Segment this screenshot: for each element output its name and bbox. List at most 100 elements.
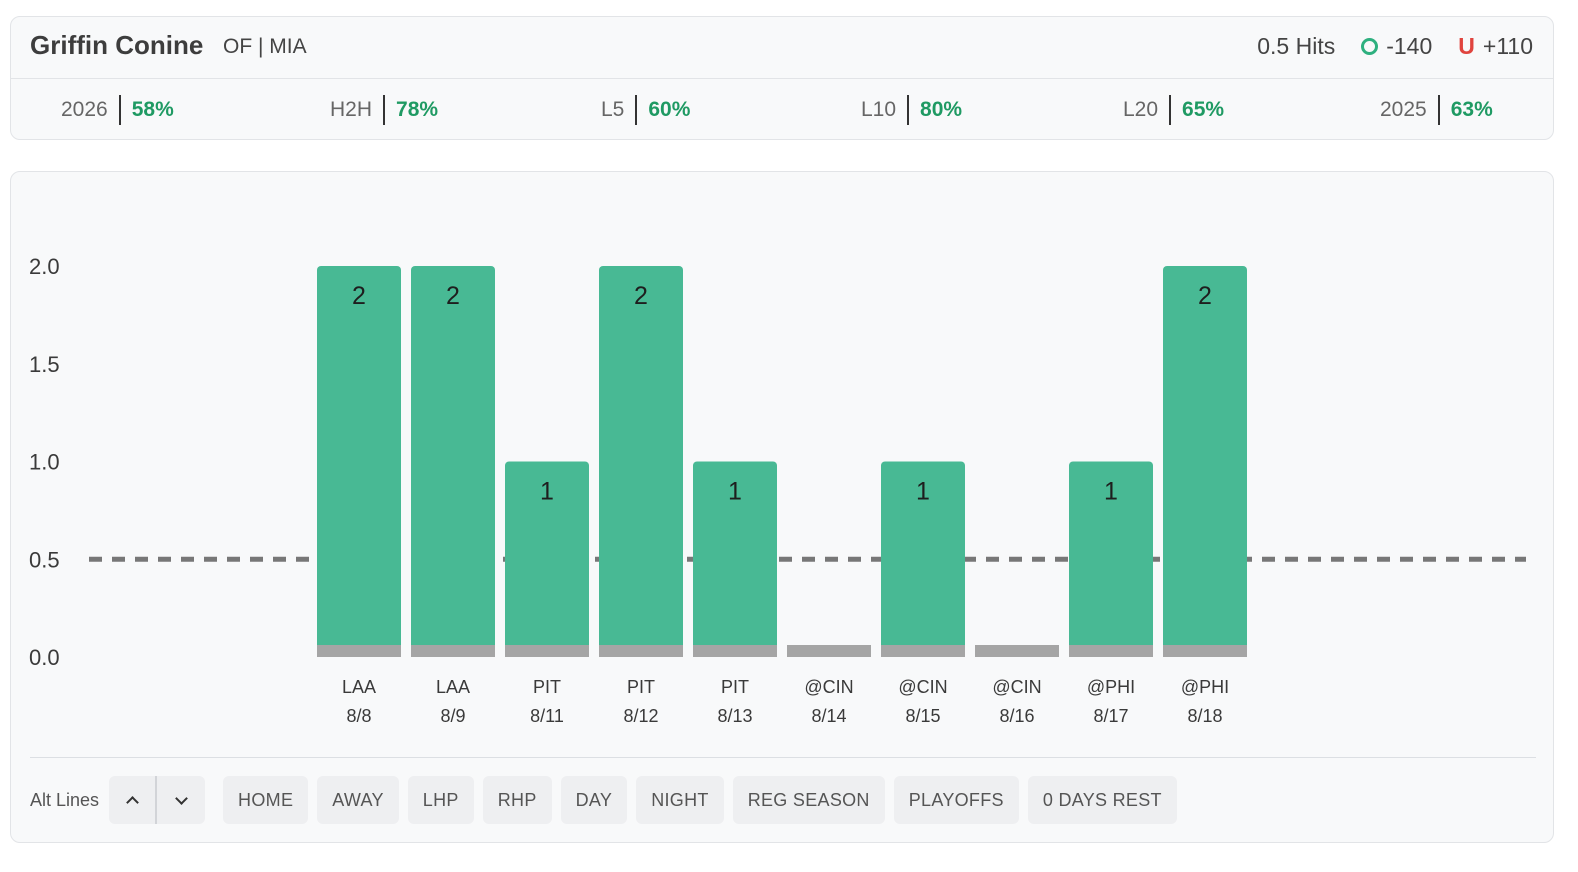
stat-2026[interactable]: 2026 58%: [61, 95, 174, 125]
hit-rate-stats: 2026 58% H2H 78% L5 60% L10 80% L20 65% …: [11, 79, 1553, 139]
stat-l5[interactable]: L5 60%: [601, 95, 690, 125]
bar-value-label: 2: [446, 282, 460, 310]
under-odds[interactable]: U +110: [1458, 33, 1533, 60]
bar-base: [411, 645, 495, 657]
under-u-icon: U: [1458, 33, 1475, 59]
stat-label: 2026: [61, 98, 108, 121]
stat-divider: [118, 95, 121, 125]
stat-divider: [1169, 95, 1172, 125]
prop-line: 0.5 Hits: [1257, 33, 1336, 59]
x-tick-opponent: PIT: [533, 677, 561, 697]
player-name[interactable]: Griffin Conine: [30, 30, 204, 60]
bar-base: [317, 645, 401, 657]
filter-reg-season-button[interactable]: REG SEASON: [732, 776, 885, 824]
bar-value-label: 1: [916, 478, 930, 506]
bar: [881, 461, 965, 657]
stat-l20[interactable]: L20 65%: [1123, 95, 1224, 125]
filter-toolbar: Alt Lines HOME AWAY LHP RHP DAY NIGHT RE…: [30, 776, 1186, 824]
stat-value: 58%: [131, 98, 174, 121]
bar: [693, 461, 777, 657]
bar-base: [975, 645, 1059, 657]
y-tick-label: 1.5: [29, 352, 60, 377]
stat-h2h[interactable]: H2H 78%: [330, 95, 438, 125]
alt-lines-label: Alt Lines: [30, 789, 100, 810]
game-log-bar-chart: 0.0 0.5 1.0 1.5 2.0 2 LAA 8/8 2 LAA 8/9 1 PIT 8/11 2 PI…: [29, 254, 1526, 726]
alt-lines-stepper: [109, 776, 206, 824]
x-tick-date: 8/16: [999, 706, 1034, 726]
x-tick-opponent: @PHI: [1087, 677, 1135, 697]
stat-l10[interactable]: L10 80%: [861, 95, 962, 125]
filter-playoffs-button[interactable]: PLAYOFFS: [893, 776, 1019, 824]
stat-value: 63%: [1450, 98, 1493, 121]
y-tick-label: 0.5: [29, 547, 60, 572]
bar: [411, 266, 495, 657]
bar-base: [787, 645, 871, 657]
x-tick-date: 8/11: [530, 706, 564, 726]
x-tick-opponent: @PHI: [1181, 677, 1229, 697]
x-tick-opponent: LAA: [436, 677, 470, 697]
x-tick-date: 8/14: [811, 706, 846, 726]
stat-divider: [383, 95, 386, 125]
filter-days-rest-button[interactable]: 0 DAYS REST: [1027, 776, 1177, 824]
stat-label: 2025: [1380, 98, 1427, 121]
x-tick-date: 8/8: [346, 706, 371, 726]
alt-line-up-button[interactable]: [109, 776, 158, 824]
over-odds[interactable]: -140: [1361, 33, 1432, 60]
x-tick-opponent: @CIN: [898, 677, 947, 697]
bar-value-label: 1: [540, 478, 554, 506]
x-tick-date: 8/13: [717, 706, 752, 726]
stat-divider: [635, 95, 638, 125]
x-tick-opponent: @CIN: [992, 677, 1041, 697]
stat-value: 78%: [396, 98, 439, 121]
filter-rhp-button[interactable]: RHP: [482, 776, 552, 824]
filter-day-button[interactable]: DAY: [560, 776, 628, 824]
bar-base: [599, 645, 683, 657]
under-odds-value: +110: [1482, 33, 1533, 59]
bar-base: [881, 645, 965, 657]
y-tick-label: 1.0: [29, 450, 60, 475]
bar: [317, 266, 401, 657]
over-circle-icon: [1361, 38, 1379, 55]
filter-night-button[interactable]: NIGHT: [636, 776, 724, 824]
filter-lhp-button[interactable]: LHP: [407, 776, 474, 824]
stat-divider: [907, 95, 910, 125]
alt-line-down-button[interactable]: [157, 776, 206, 824]
chevron-down-icon: [174, 791, 188, 805]
chart-divider: [30, 757, 1536, 758]
chevron-up-icon: [125, 795, 139, 809]
prop-header-card: Griffin Conine OF | MIA 0.5 Hits -140 U …: [10, 16, 1554, 140]
x-tick-opponent: @CIN: [804, 677, 853, 697]
x-tick-date: 8/15: [905, 706, 940, 726]
stat-label: L20: [1123, 98, 1159, 121]
bar: [505, 461, 589, 657]
bar: [1069, 461, 1153, 657]
line-info: 0.5 Hits -140 U +110: [1257, 33, 1533, 60]
bar-value-label: 2: [1198, 282, 1212, 310]
bar-base: [1163, 645, 1247, 657]
bar-value-label: 2: [634, 282, 648, 310]
stat-value: 60%: [648, 98, 691, 121]
filter-home-button[interactable]: HOME: [223, 776, 309, 824]
x-tick-date: 8/12: [623, 706, 658, 726]
bar: [1163, 266, 1247, 657]
bar-value-label: 2: [352, 282, 366, 310]
y-tick-label: 2.0: [29, 254, 60, 279]
bar-base: [693, 645, 777, 657]
stat-value: 65%: [1182, 98, 1225, 121]
player-meta: OF | MIA: [223, 35, 307, 58]
stat-label: L10: [861, 98, 897, 121]
bar-base: [1069, 645, 1153, 657]
stat-2025[interactable]: 2025 63%: [1380, 95, 1493, 125]
stat-label: L5: [601, 98, 625, 121]
x-tick-opponent: LAA: [342, 677, 376, 697]
stat-label: H2H: [330, 98, 373, 121]
bar-value-label: 1: [728, 478, 742, 506]
x-tick-date: 8/18: [1187, 706, 1222, 726]
x-tick-date: 8/9: [440, 706, 465, 726]
bar: [599, 266, 683, 657]
x-tick-date: 8/17: [1093, 706, 1128, 726]
filter-away-button[interactable]: AWAY: [317, 776, 399, 824]
prop-header-top: Griffin Conine OF | MIA 0.5 Hits -140 U …: [11, 17, 1553, 79]
y-tick-label: 0.0: [29, 645, 60, 670]
over-odds-value: -140: [1386, 33, 1433, 59]
